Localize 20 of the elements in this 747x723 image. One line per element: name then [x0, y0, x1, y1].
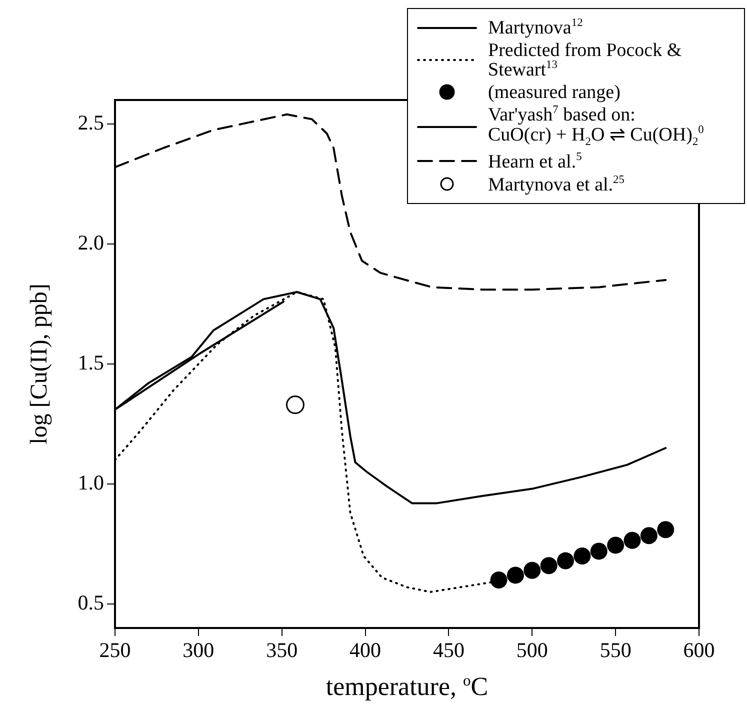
x-tick-label: 550: [600, 638, 632, 662]
y-tick-label: 1.0: [78, 470, 104, 495]
legend-label: Predicted from Pocock & Stewart$^{13}$: [488, 40, 683, 80]
legend-label: Martynova$^{12}$: [488, 17, 583, 39]
y-tick-label: 1.5: [78, 350, 104, 375]
y-tick-label: 0.5: [78, 590, 104, 615]
x-tick-label: 350: [266, 638, 298, 662]
legend-label: (measured range): [488, 82, 620, 103]
x-tick-label: 300: [182, 638, 214, 662]
legend-label: Hearn et al.$^{5}$: [488, 150, 582, 172]
x-tick-label: 400: [350, 638, 382, 662]
x-tick-label: 250: [99, 638, 131, 662]
x-axis-title: temperature, $^{o}$C: [324, 672, 490, 702]
y-tick-label: 2.5: [78, 110, 104, 135]
y-axis-title: log [Cu(II), ppb]: [26, 284, 54, 444]
x-tick-label: 600: [683, 638, 715, 662]
x-tick-label: 450: [432, 638, 464, 662]
x-tick-label: 500: [516, 638, 548, 662]
legend-label: Martynova et al.$^{25}$: [488, 174, 624, 195]
y-tick-label: 2.0: [78, 230, 104, 255]
